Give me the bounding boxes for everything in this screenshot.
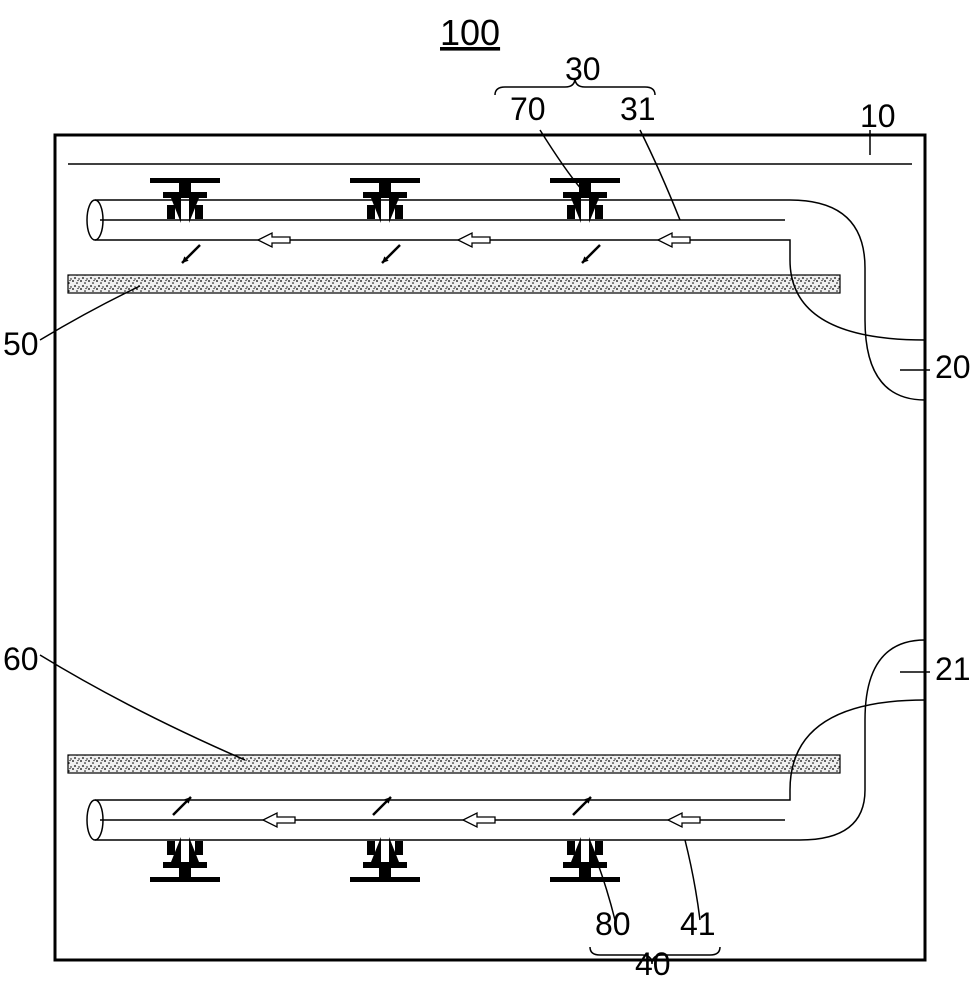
leader-l60 (40, 655, 245, 760)
valve-icon (150, 837, 220, 882)
label-10: 10 (860, 98, 896, 134)
valve-icon (350, 837, 420, 882)
lower-valves (150, 837, 620, 882)
flow-arrow-icon (258, 233, 290, 247)
flow-arrow-icon (263, 813, 295, 827)
leader-l31 (640, 130, 680, 220)
label-50: 50 (3, 326, 39, 362)
upper-plate (68, 275, 840, 293)
upper-tick-arrows (182, 245, 600, 263)
leaders (40, 130, 930, 920)
label-60: 60 (3, 641, 39, 677)
flow-arrow-icon (458, 233, 490, 247)
flow-arrow-icon (658, 233, 690, 247)
label-70: 70 (510, 91, 546, 127)
flow-arrow-icon (463, 813, 495, 827)
lower-plate (68, 755, 840, 773)
valve-icon (550, 837, 620, 882)
label-20: 20 (935, 349, 971, 385)
label-40: 40 (635, 946, 671, 982)
flow-arrow-icon (668, 813, 700, 827)
upper-pipe (87, 200, 925, 400)
label-21: 21 (935, 651, 971, 687)
labels: 10 30 70 31 50 20 60 21 80 4140 (3, 51, 971, 982)
label-31: 31 (620, 91, 656, 127)
label-30: 30 (565, 51, 601, 87)
label-41: 41 (680, 906, 716, 942)
lower-pipe (87, 640, 925, 840)
figure-number: 100 (440, 12, 500, 53)
label-80: 80 (595, 906, 631, 942)
